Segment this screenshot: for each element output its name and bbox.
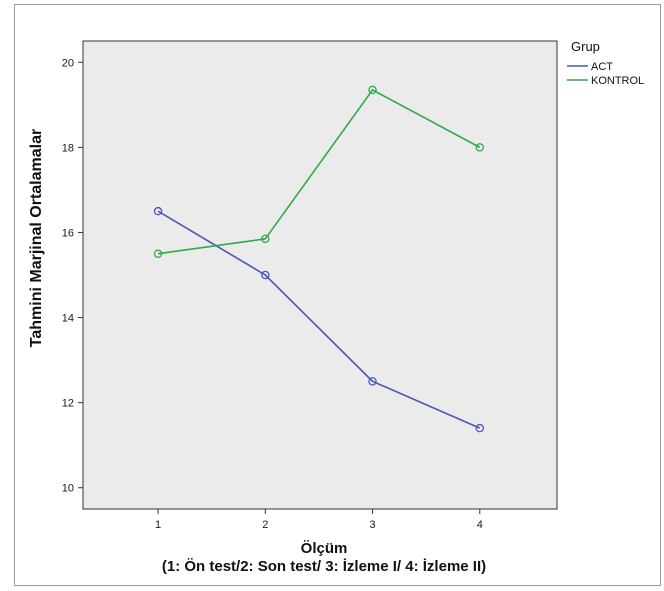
- data-point-act: [261, 270, 270, 280]
- y-axis-title: Tahmini Marjinal Ortalamalar: [28, 129, 45, 347]
- x-tick-label: 1: [155, 519, 161, 531]
- data-point-kontrol: [368, 85, 377, 95]
- series-lines: [157, 88, 481, 429]
- legend-label-act: ACT: [591, 61, 613, 73]
- y-tick-label: 20: [62, 57, 74, 69]
- data-point-act: [475, 423, 485, 433]
- x-tick-label: 2: [262, 519, 268, 531]
- legend-label-kontrol: KONTROL: [591, 75, 644, 87]
- series-line-act: [157, 210, 481, 429]
- y-tick-label: 10: [62, 483, 74, 495]
- data-point-act: [153, 206, 163, 216]
- y-tick-label: 12: [62, 398, 74, 410]
- plot-area: [82, 40, 558, 510]
- legend: ACT KONTROL: [567, 61, 644, 87]
- data-point-kontrol: [153, 249, 163, 258]
- x-axis-title: Ölçüm: [301, 540, 348, 557]
- legend-title: Grup: [571, 39, 600, 54]
- x-axis-subtitle: (1: Ön test/2: Son test/ 3: İzleme I/ 4:…: [162, 558, 486, 575]
- y-tick-label: 14: [62, 313, 74, 325]
- y-axis: 10 12 14 16 18 20: [62, 57, 83, 495]
- y-tick-label: 18: [62, 142, 74, 154]
- data-point-kontrol: [261, 234, 270, 244]
- data-point-act: [368, 377, 377, 386]
- x-tick-label: 3: [369, 519, 375, 531]
- y-tick-label: 16: [62, 227, 74, 239]
- series-line-kontrol: [157, 88, 481, 255]
- data-point-kontrol: [475, 143, 485, 152]
- x-tick-label: 4: [477, 519, 483, 531]
- series-markers: [153, 85, 485, 433]
- x-axis: 1 2 3 4: [155, 509, 483, 531]
